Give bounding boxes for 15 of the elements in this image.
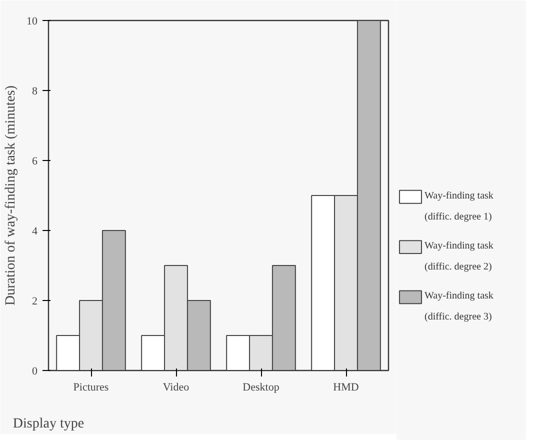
legend-label: Way-finding task (diffic. degree 2) [424,240,494,272]
y-tick-label: 2 [32,296,38,308]
y-tick-label: 10 [26,16,38,28]
x-tick-label: Video [162,382,190,394]
legend-label: Way-finding task (diffic. degree 1) [424,190,494,222]
x-tick-label: Pictures [73,382,109,394]
legend-label: Way-finding task (diffic. degree 3) [424,290,494,323]
y-tick-label: 8 [32,86,38,98]
y-tick-label: 6 [32,156,38,168]
y-tick-label: 4 [32,226,38,238]
y-tick-label: 0 [32,366,38,378]
x-tick-label: Desktop [242,382,280,394]
y-axis-title: Duration of way-finding task (minutes) [4,85,18,306]
x-axis-title: Display type [12,416,84,432]
x-tick-label: HMD [333,382,359,394]
